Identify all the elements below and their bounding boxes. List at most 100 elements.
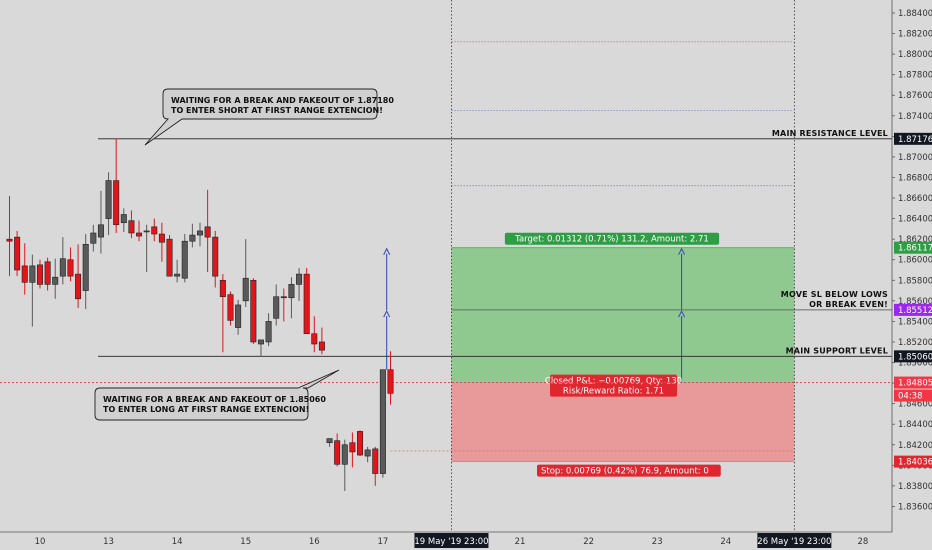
candle-body — [204, 226, 211, 238]
price-axis[interactable]: 1.88400 1.88200 1.88000 1.87800 1.87600 1.874… — [891, 0, 932, 550]
candle — [250, 278, 257, 345]
candle-body — [90, 232, 97, 244]
candle-body — [212, 236, 219, 277]
date-tick-label: 24 — [720, 537, 731, 547]
price-tick-label: 1.88200 — [898, 30, 932, 40]
callout-0[interactable]: WAITING FOR A BREAK AND FAKEOUT OF 1.871… — [144, 88, 394, 146]
callout-text-1-0: WAITING FOR A BREAK AND FAKEOUT OF 1.850… — [103, 395, 326, 404]
candle — [128, 210, 135, 239]
price-tick-label: 1.86400 — [898, 215, 932, 225]
callout-annotations[interactable]: WAITING FOR A BREAK AND FAKEOUT OF 1.871… — [94, 88, 394, 421]
candle-body — [334, 440, 341, 465]
candle — [296, 267, 303, 301]
current-price-tag: 1.84805 — [898, 379, 932, 389]
price-tick-label: 1.87000 — [898, 153, 932, 163]
candle-body — [326, 438, 333, 444]
price-tick-label: 1.84600 — [898, 400, 932, 410]
candle — [334, 433, 341, 467]
price-tick-label: 1.84200 — [898, 441, 932, 451]
candle — [59, 237, 66, 285]
stop-label: Stop: 0.00769 (0.42%) 76.9, Amount: 0 — [541, 467, 709, 477]
candle — [90, 224, 97, 252]
candle-body — [296, 273, 303, 285]
stop-price-tag-box — [894, 455, 932, 468]
candle-body — [97, 224, 104, 238]
candle — [280, 288, 287, 322]
price-tick-label: 1.86800 — [898, 173, 932, 183]
callout-text-0-1: TO ENTER SHORT AT FIRST RANGE EXTENCION! — [171, 106, 383, 115]
candle-body — [318, 341, 325, 351]
price-tick-label: 1.85800 — [898, 276, 932, 286]
candle — [204, 189, 211, 273]
price-tick-label: 1.84400 — [898, 420, 932, 430]
candlestick-series — [6, 138, 394, 492]
level-label-0-0: MAIN RESISTANCE LEVEL — [772, 129, 888, 138]
candle — [379, 369, 386, 478]
candle-body — [29, 265, 36, 283]
candle — [181, 234, 188, 283]
level-price-tag-2: 1.85060 — [898, 352, 932, 362]
candle-body — [197, 230, 204, 236]
candle-body — [136, 232, 143, 237]
candle-body — [52, 276, 59, 285]
candle-body — [387, 369, 394, 394]
candle-body — [105, 180, 112, 219]
candle — [303, 267, 310, 335]
candle-body — [21, 265, 28, 283]
candle-body — [158, 233, 165, 243]
date-tick-label: 16 — [309, 537, 320, 547]
pnl-label-line1: Closed P&L: −0.00769, Qty: 130 — [545, 377, 682, 387]
long-position-tool[interactable]: Target: 0.01312 (0.71%) 131.2, Amount: 2… — [383, 232, 795, 477]
candle — [219, 274, 226, 353]
candle — [227, 291, 234, 326]
candle — [265, 313, 272, 347]
candle-body — [349, 442, 356, 453]
price-tick-label: 1.85400 — [898, 317, 932, 327]
date-marker-label-1: 26 May '19 23:00 — [757, 537, 831, 547]
candle-body — [181, 240, 188, 279]
candle-body — [303, 273, 310, 335]
candle-body — [265, 321, 272, 343]
price-tick-label: 1.87400 — [898, 112, 932, 122]
callout-1[interactable]: WAITING FOR A BREAK AND FAKEOUT OF 1.850… — [94, 369, 340, 421]
date-tick-label: 28 — [858, 537, 869, 547]
date-marker-box-1 — [757, 533, 832, 548]
candle — [166, 235, 173, 277]
candle-body — [166, 238, 173, 277]
pnl-label-line2: Risk/Reward Ratio: 1.71 — [563, 387, 664, 397]
candle-body — [364, 449, 371, 457]
price-tick-label: 1.86200 — [898, 235, 932, 245]
price-tick-label: 1.83800 — [898, 482, 932, 492]
candle-body — [288, 284, 295, 299]
candle — [212, 230, 219, 288]
candle — [341, 439, 348, 492]
candle — [197, 222, 204, 247]
reference-dotted-lines — [451, 41, 795, 187]
price-tick-label: 1.85600 — [898, 297, 932, 307]
horizontal-levels[interactable]: MAIN RESISTANCE LEVEL MOVE SL BELOW LOWSO… — [0, 129, 892, 383]
date-tick-label: 23 — [652, 537, 663, 547]
candle — [273, 284, 280, 326]
price-tick-label: 1.83600 — [898, 502, 932, 512]
profit-zone[interactable] — [451, 247, 795, 383]
candle-body — [174, 273, 181, 277]
candle — [44, 257, 51, 291]
candle-body — [44, 261, 51, 285]
candle-body — [59, 258, 66, 277]
price-tick-label: 1.86000 — [898, 256, 932, 266]
candle-body — [219, 279, 226, 298]
arrow-head-1 — [383, 247, 391, 255]
date-marker-box-0 — [414, 533, 489, 548]
candle — [120, 208, 127, 232]
time-axis[interactable]: 10131415161721222324272819 May '19 23:00… — [0, 531, 932, 550]
date-tick-label: 17 — [377, 537, 388, 547]
candle — [36, 259, 43, 289]
candle — [349, 432, 356, 468]
candle — [364, 446, 371, 463]
candle — [67, 247, 74, 282]
date-tick-label: 22 — [583, 537, 594, 547]
candle-countdown-tag: 04:38 — [898, 392, 923, 402]
candle-body — [372, 448, 379, 474]
candle — [14, 230, 21, 277]
